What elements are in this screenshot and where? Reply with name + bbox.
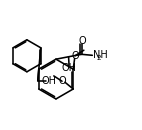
- Text: OH: OH: [62, 63, 77, 73]
- Text: O: O: [78, 36, 86, 46]
- Text: O: O: [58, 76, 66, 86]
- Text: NH: NH: [93, 50, 108, 60]
- Text: OH: OH: [41, 76, 56, 86]
- Text: 2: 2: [96, 55, 101, 61]
- Text: O: O: [71, 51, 79, 61]
